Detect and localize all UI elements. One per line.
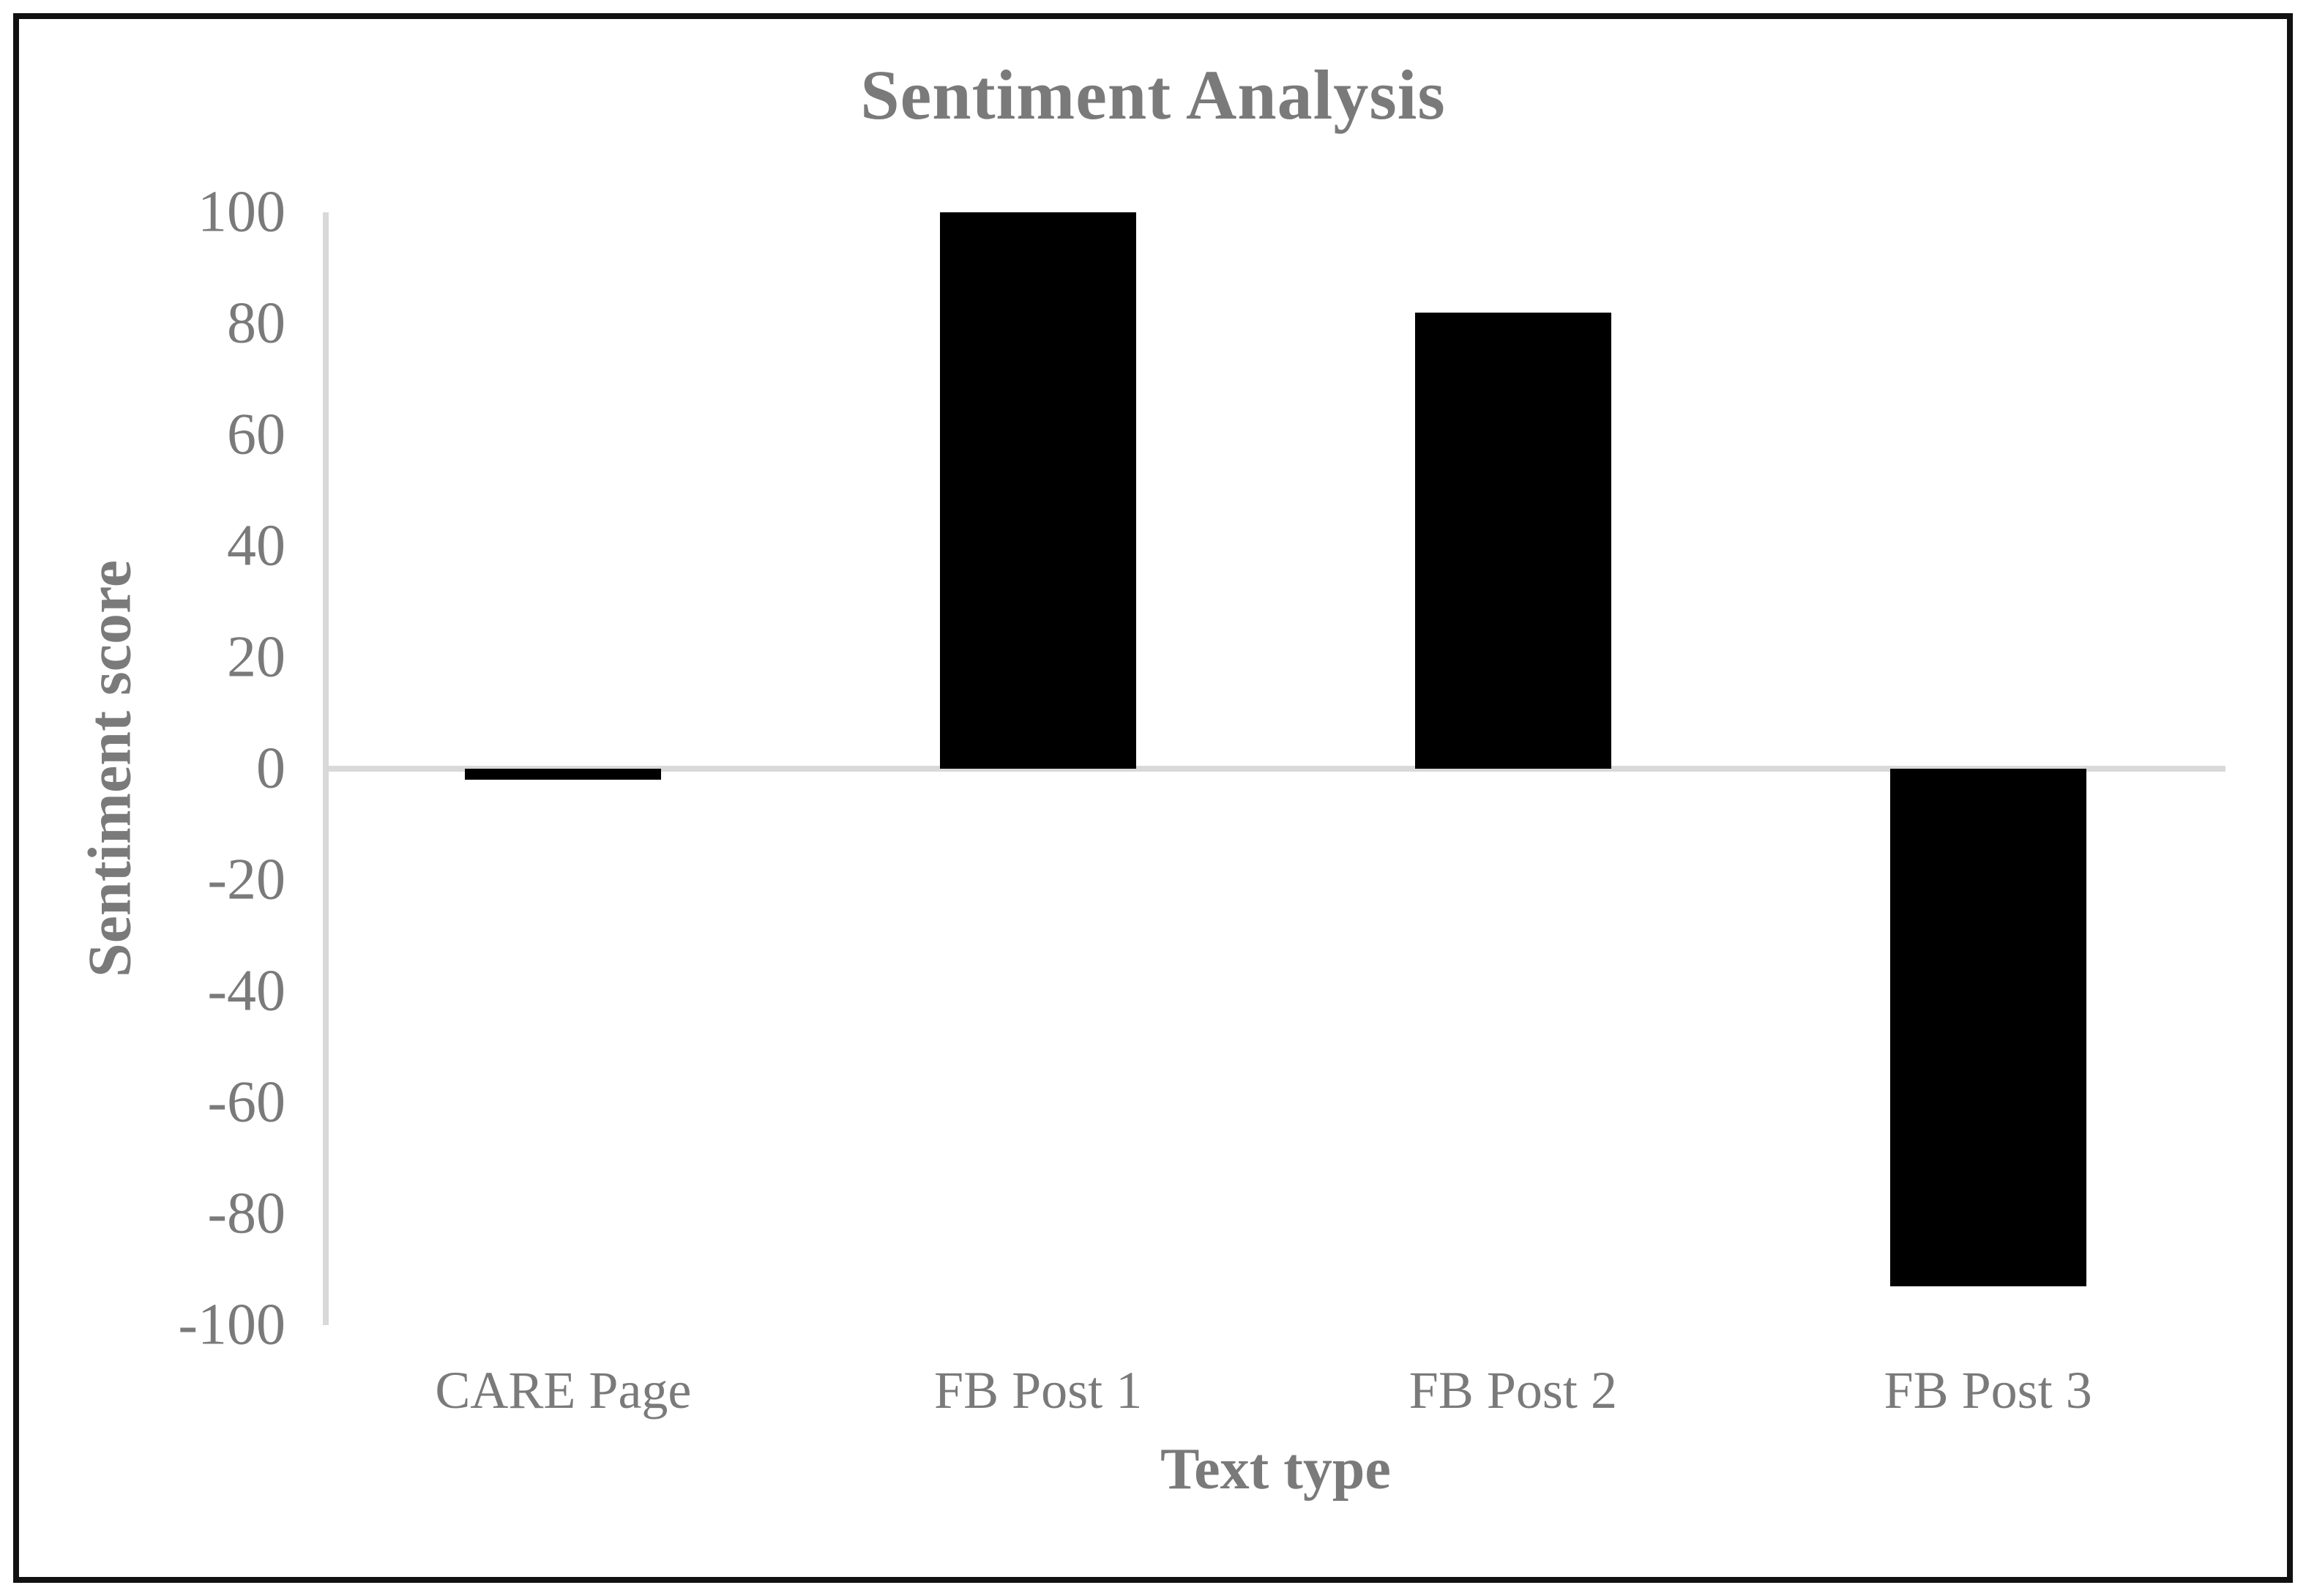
y-tick-label: 60 bbox=[227, 402, 286, 467]
x-category-label: FB Post 2 bbox=[1408, 1361, 1617, 1420]
y-tick-label: 20 bbox=[227, 624, 286, 690]
y-tick-label: 0 bbox=[256, 736, 286, 801]
bar-fb-post-1 bbox=[940, 212, 1137, 769]
y-tick-label: -20 bbox=[207, 847, 286, 912]
bar-care-page bbox=[465, 769, 662, 780]
bar-fb-post-3 bbox=[1889, 769, 2086, 1286]
y-tick-label: -80 bbox=[207, 1181, 286, 1246]
x-category-label: FB Post 3 bbox=[1884, 1361, 2092, 1420]
x-axis-title: Text type bbox=[1160, 1437, 1391, 1502]
y-tick-label: 80 bbox=[227, 291, 286, 356]
chart-title: Sentiment Analysis bbox=[860, 56, 1446, 134]
y-tick-label: -40 bbox=[207, 958, 286, 1023]
zero-gridline bbox=[326, 766, 2225, 772]
y-tick-label: 40 bbox=[227, 513, 286, 578]
y-tick-label: -60 bbox=[207, 1070, 286, 1135]
x-category-label: FB Post 1 bbox=[934, 1361, 1143, 1420]
y-tick-label: 100 bbox=[198, 179, 286, 245]
bar-fb-post-2 bbox=[1414, 312, 1611, 769]
x-category-label: CARE Page bbox=[435, 1361, 692, 1420]
y-tick-label: -100 bbox=[178, 1292, 286, 1357]
